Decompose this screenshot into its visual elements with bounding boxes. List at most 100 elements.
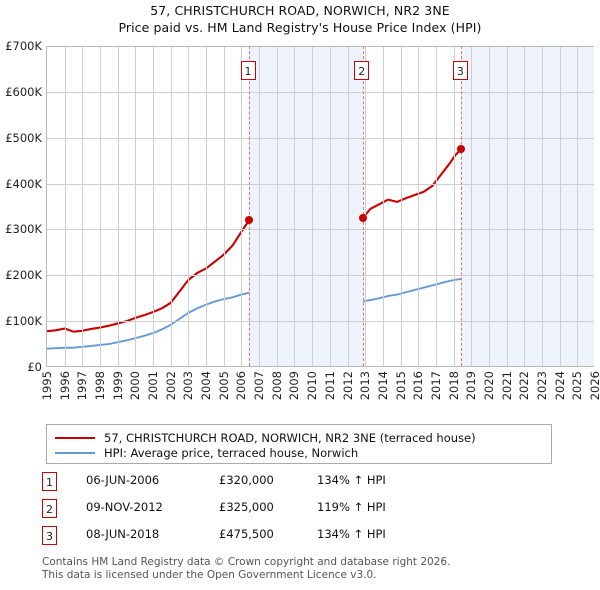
row-hpi-delta: 119% ↑ HPI	[317, 500, 386, 514]
event-marker-1[interactable]: 1	[240, 61, 256, 80]
v-grid-line	[400, 46, 402, 366]
v-grid-line	[453, 46, 455, 366]
row-price: £325,000	[219, 500, 274, 514]
row-date: 08-JUN-2018	[86, 527, 160, 541]
row-hpi-delta: 134% ↑ HPI	[317, 473, 386, 487]
legend-swatch-price-paid-icon	[55, 436, 95, 439]
x-tick-2000: 2000	[128, 371, 143, 401]
v-grid-line	[223, 46, 225, 366]
v-grid-line	[170, 46, 172, 366]
row-hpi-delta: 134% ↑ HPI	[317, 527, 386, 541]
x-tick-2008: 2008	[269, 371, 284, 401]
x-tick-2012: 2012	[340, 371, 355, 401]
v-grid-line	[488, 46, 490, 366]
v-grid-line	[365, 46, 367, 366]
legend-label-hpi: HPI: Average price, terraced house, Norw…	[104, 445, 359, 460]
x-tick-1995: 1995	[40, 371, 54, 401]
x-tick-2026: 2026	[588, 371, 600, 401]
x-tick-2014: 2014	[375, 371, 390, 401]
h-grid-line	[47, 275, 594, 277]
footer-line-1: Contains HM Land Registry data © Crown c…	[42, 556, 451, 568]
chart-legend: 57, CHRISTCHURCH ROAD, NORWICH, NR2 3NE …	[46, 424, 552, 464]
page-subtitle: Price paid vs. HM Land Registry's House …	[118, 20, 482, 35]
event-marker-3[interactable]: 3	[452, 61, 468, 80]
footer-attribution: Contains HM Land Registry data © Crown c…	[42, 556, 582, 581]
x-tick-2019: 2019	[464, 371, 479, 401]
v-grid-line	[577, 46, 579, 366]
row-date: 06-JUN-2006	[86, 473, 160, 487]
h-grid-line	[47, 137, 594, 139]
x-tick-2007: 2007	[252, 371, 267, 401]
x-tick-2010: 2010	[305, 371, 320, 401]
v-grid-line	[82, 46, 84, 366]
v-grid-line	[559, 46, 561, 366]
x-tick-1996: 1996	[57, 371, 72, 401]
v-grid-line	[471, 46, 473, 366]
plot-top-border	[47, 46, 594, 47]
x-tick-1999: 1999	[110, 371, 125, 401]
event-line-1	[249, 46, 251, 366]
table-row[interactable]: 1 06-JUN-2006 £320,000 134% ↑ HPI	[42, 472, 562, 499]
x-tick-2022: 2022	[517, 371, 532, 401]
y-tick-1: £100K	[5, 314, 42, 329]
v-grid-line	[100, 46, 102, 366]
v-grid-line	[418, 46, 420, 366]
y-tick-4: £400K	[5, 176, 42, 191]
price-point-1	[245, 216, 254, 225]
row-marker-3: 3	[42, 526, 57, 545]
table-row[interactable]: 2 09-NOV-2012 £325,000 119% ↑ HPI	[42, 499, 562, 526]
v-grid-line	[64, 46, 66, 366]
event-marker-2[interactable]: 2	[354, 61, 370, 80]
y-tick-2: £200K	[5, 268, 42, 283]
h-grid-line	[47, 91, 594, 93]
y-tick-3: £300K	[5, 222, 42, 237]
legend-item-hpi: HPI: Average price, terraced house, Norw…	[55, 445, 543, 460]
price-point-2	[358, 213, 367, 222]
y-tick-7: £700K	[5, 39, 42, 53]
row-marker-1: 1	[42, 472, 57, 491]
x-tick-2002: 2002	[163, 371, 178, 401]
legend-swatch-hpi-icon	[55, 451, 95, 454]
event-line-2	[362, 46, 364, 366]
row-marker-2: 2	[42, 499, 57, 518]
v-grid-line	[329, 46, 331, 366]
x-tick-2003: 2003	[181, 371, 196, 401]
x-tick-2016: 2016	[411, 371, 426, 401]
x-tick-2009: 2009	[287, 371, 302, 401]
footer-line-2: This data is licensed under the Open Gov…	[42, 568, 377, 581]
v-grid-line	[117, 46, 119, 366]
row-price: £320,000	[219, 473, 274, 487]
x-tick-2001: 2001	[146, 371, 161, 401]
x-tick-2011: 2011	[322, 371, 337, 401]
v-grid-line	[153, 46, 155, 366]
h-grid-line	[47, 183, 594, 185]
v-grid-line	[506, 46, 508, 366]
v-grid-line	[294, 46, 296, 366]
legend-label-price-paid: 57, CHRISTCHURCH ROAD, NORWICH, NR2 3NE …	[104, 430, 476, 445]
x-tick-2018: 2018	[446, 371, 461, 401]
x-tick-1998: 1998	[93, 371, 108, 401]
y-tick-6: £600K	[5, 84, 42, 99]
v-grid-line	[382, 46, 384, 366]
x-tick-2004: 2004	[199, 371, 214, 401]
x-tick-2021: 2021	[499, 371, 514, 401]
x-tick-2015: 2015	[393, 371, 408, 401]
shaded-band	[249, 46, 363, 366]
v-grid-line	[188, 46, 190, 366]
y-tick-0: £0	[27, 360, 42, 374]
h-grid-line	[47, 229, 594, 231]
page-title: 57, CHRISTCHURCH ROAD, NORWICH, NR2 3NE	[150, 3, 450, 18]
v-grid-line	[206, 46, 208, 366]
v-grid-line	[276, 46, 278, 366]
x-tick-2025: 2025	[570, 371, 585, 401]
v-grid-line	[241, 46, 243, 366]
table-row[interactable]: 3 08-JUN-2018 £475,500 134% ↑ HPI	[42, 526, 562, 553]
x-tick-2006: 2006	[234, 371, 249, 401]
transactions-table: 1 06-JUN-2006 £320,000 134% ↑ HPI 2 09-NOV-20…	[42, 472, 562, 553]
x-tick-2023: 2023	[534, 371, 549, 401]
v-grid-line	[259, 46, 261, 366]
x-tick-2024: 2024	[552, 371, 567, 401]
x-tick-2017: 2017	[428, 371, 443, 401]
v-grid-line	[135, 46, 137, 366]
